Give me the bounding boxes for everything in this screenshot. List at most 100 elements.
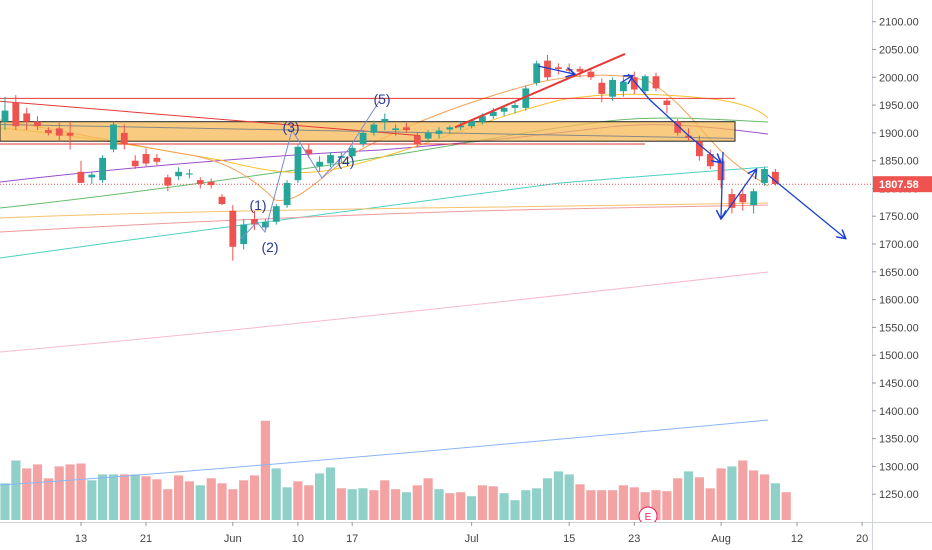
candle[interactable] <box>175 167 182 181</box>
time-axis-bg <box>0 522 872 550</box>
candle[interactable] <box>55 122 63 142</box>
candle[interactable] <box>12 95 20 131</box>
candle[interactable] <box>489 107 497 119</box>
candle[interactable] <box>99 155 106 183</box>
candle[interactable] <box>305 144 313 158</box>
candle[interactable] <box>131 155 139 169</box>
projection-arrow[interactable] <box>537 65 574 74</box>
candle[interactable] <box>652 72 660 92</box>
candle[interactable] <box>587 68 595 80</box>
candle[interactable] <box>370 120 378 136</box>
volume-bar <box>640 492 650 520</box>
candle-body <box>120 132 128 144</box>
candle[interactable] <box>272 204 280 225</box>
candle[interactable] <box>196 177 204 189</box>
candle[interactable] <box>739 188 747 211</box>
descending-trendline[interactable] <box>0 100 421 137</box>
candle[interactable] <box>142 148 150 167</box>
candle[interactable] <box>348 145 356 160</box>
candle[interactable] <box>598 78 606 103</box>
candle-body <box>218 196 226 204</box>
candle[interactable] <box>316 156 324 172</box>
candle[interactable] <box>229 205 237 261</box>
projection-arrow[interactable] <box>767 174 845 238</box>
volume-bar <box>217 483 227 520</box>
candle[interactable] <box>511 102 519 114</box>
candle[interactable] <box>218 194 226 206</box>
candle[interactable] <box>88 171 96 184</box>
wave-label: (5) <box>373 91 390 107</box>
candle[interactable] <box>120 124 128 150</box>
candle[interactable] <box>706 149 714 170</box>
candle[interactable] <box>576 66 584 78</box>
candle[interactable] <box>696 135 703 161</box>
projection-arrow[interactable] <box>721 170 756 219</box>
volume-bar <box>304 485 314 520</box>
candle[interactable] <box>283 180 291 208</box>
wave-path[interactable] <box>239 99 381 241</box>
projection-arrow[interactable] <box>721 151 723 218</box>
candle[interactable] <box>533 60 541 86</box>
candle[interactable] <box>630 71 638 94</box>
candle-body <box>381 119 389 122</box>
candle-body <box>533 63 541 83</box>
candle[interactable] <box>294 144 302 183</box>
volume-bar <box>521 490 531 520</box>
candle[interactable] <box>153 154 161 166</box>
candle[interactable] <box>392 124 399 136</box>
candle[interactable] <box>555 63 562 75</box>
candle-body <box>316 161 324 167</box>
candle-body <box>77 171 85 183</box>
mid-trendline[interactable] <box>0 124 736 139</box>
volume-ma-line <box>0 419 769 486</box>
candle[interactable] <box>663 98 671 114</box>
candle[interactable] <box>641 74 649 94</box>
candle[interactable] <box>772 169 779 186</box>
uptrend-line[interactable] <box>454 52 626 129</box>
candle[interactable] <box>207 178 215 189</box>
candles <box>1 55 779 261</box>
candle[interactable] <box>761 167 768 186</box>
price-axis[interactable]: 2100.00 2050.00 2000.00 1950.00 1900.00 1850.… <box>872 0 932 550</box>
candle[interactable] <box>750 188 758 214</box>
price-axis-bg <box>872 0 932 550</box>
candle[interactable] <box>34 116 41 131</box>
candle[interactable] <box>262 219 269 231</box>
candle[interactable] <box>110 121 117 153</box>
candle-body <box>750 191 758 206</box>
time-axis[interactable]: 13 21 Jun 10 17 Jul 15 23 Aug 12 20 <box>0 522 932 550</box>
candle[interactable] <box>45 127 52 136</box>
candle[interactable] <box>413 132 421 147</box>
candle-body <box>175 171 182 177</box>
candle[interactable] <box>23 107 31 131</box>
candle[interactable] <box>728 188 736 214</box>
candle[interactable] <box>359 130 367 147</box>
candle[interactable] <box>381 113 389 131</box>
candle[interactable] <box>522 85 530 111</box>
volume-bar <box>76 463 86 520</box>
candle[interactable] <box>327 152 334 168</box>
volume-bar <box>163 489 173 520</box>
candle[interactable] <box>674 119 682 136</box>
volume-bar <box>683 471 694 520</box>
candle[interactable] <box>609 77 616 101</box>
volume-bar <box>608 490 618 520</box>
candle[interactable] <box>240 219 248 250</box>
candle[interactable] <box>565 63 573 73</box>
candle[interactable] <box>435 127 443 139</box>
candle[interactable] <box>66 121 74 150</box>
candle[interactable] <box>251 210 258 231</box>
candle[interactable] <box>446 125 454 134</box>
time-tick-label: 17 <box>346 533 358 545</box>
candle[interactable] <box>424 130 432 142</box>
candle[interactable] <box>1 96 9 131</box>
candle[interactable] <box>403 122 410 133</box>
time-tick-label: 13 <box>75 533 87 545</box>
volume-bar <box>119 474 129 520</box>
projection-arrow[interactable] <box>627 73 720 162</box>
candle[interactable] <box>77 160 85 183</box>
candle[interactable] <box>186 169 193 179</box>
candle[interactable] <box>164 174 172 192</box>
